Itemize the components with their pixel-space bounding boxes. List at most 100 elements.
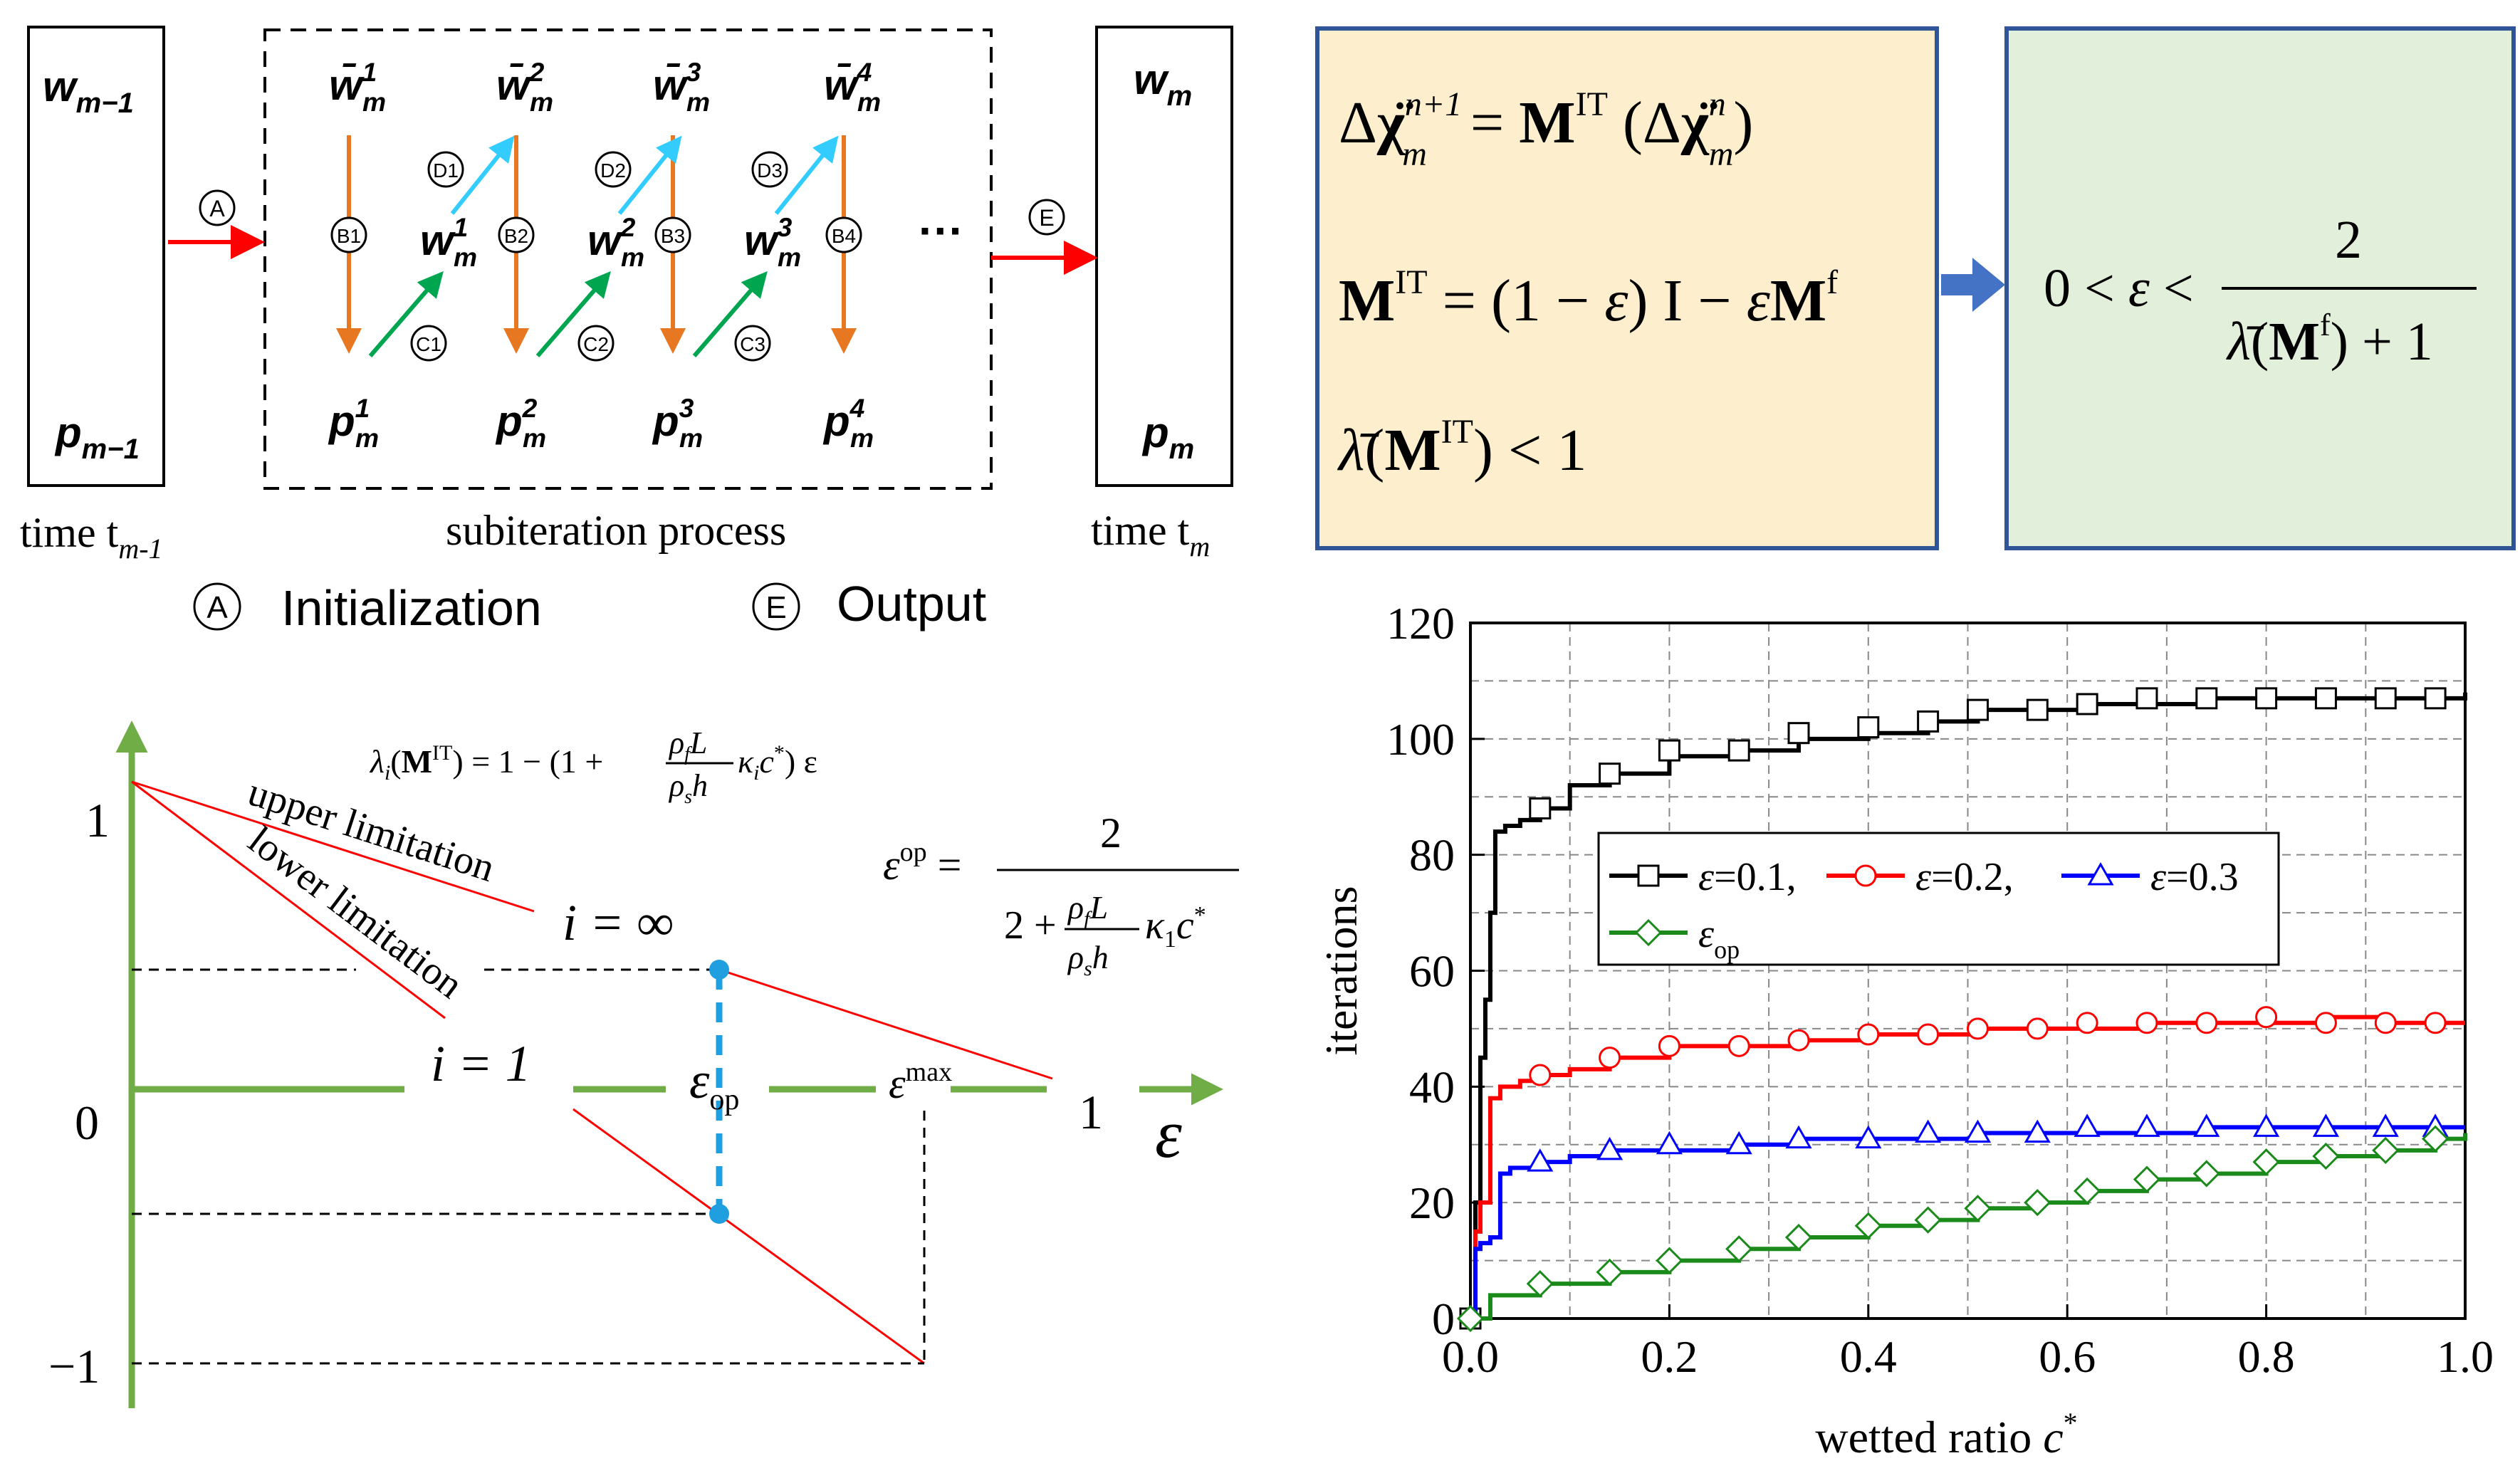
data-point [2424, 1012, 2447, 1034]
marker-e: E [1039, 205, 1054, 231]
b-marker-1: B1 [337, 225, 361, 247]
p-next-label: pm [1141, 409, 1194, 465]
data-point [2133, 1113, 2160, 1137]
x-tick-label: 0.4 [1840, 1331, 1897, 1382]
data-point [2372, 1113, 2399, 1137]
i-inf-label: i = ∞ [563, 894, 674, 951]
x-axis-title: wetted ratio c* [1815, 1407, 2077, 1462]
marker-e-circle [1028, 199, 1065, 236]
chart-legend: ε=0.1, ε=0.2, ε=0.3 εop [1597, 832, 2280, 966]
data-point [2421, 1125, 2450, 1153]
d-marker-circle-3 [751, 151, 788, 188]
x-tick-label: 1.0 [2437, 1331, 2494, 1382]
data-point [2135, 1012, 2158, 1034]
wbar-label-3: w̄3 m [653, 57, 710, 117]
i-inf-line [718, 968, 1053, 1080]
data-point [1857, 1023, 1880, 1046]
data-point [1855, 1125, 1882, 1149]
b-marker-2: B2 [504, 225, 528, 247]
p-label-4: p4 m [822, 393, 874, 453]
data-point [1456, 1304, 1485, 1333]
data-point [1599, 762, 1621, 785]
data-point [1784, 1223, 1813, 1252]
legend-box [1597, 832, 2280, 966]
caption-prev: time tm-1 [20, 509, 163, 565]
lambda-frac-den: ρsh [668, 768, 708, 808]
legend-a-marker: A [206, 590, 228, 625]
lambda-frac-num: ρfL [668, 725, 707, 765]
lambda-formula: λi(MIT) = 1 − (1 + [369, 741, 603, 785]
legend-a-circle [193, 582, 241, 631]
cyan-arrow-2 [617, 135, 682, 215]
c-marker-2: C2 [583, 333, 609, 355]
equation-1: Δχ̈n+1 m = MIT (Δχ̈n m) [1339, 85, 1753, 173]
legend-marker-1 [1854, 864, 1877, 887]
legend-marker-2 [2087, 861, 2114, 886]
d-marker-2: D2 [600, 159, 626, 182]
legend-marker-3 [1634, 918, 1663, 947]
eps-max-label: εmax [889, 1057, 952, 1107]
data-point [2312, 1142, 2340, 1170]
data-point [1529, 1064, 1552, 1086]
legend-marker-0 [1637, 864, 1660, 887]
p-label-1: p1 m [328, 393, 379, 453]
y-tick-label: 100 [1386, 714, 1455, 765]
y-tick-neg1: −1 [48, 1339, 100, 1393]
cyan-arrow-1 [450, 135, 515, 215]
series-0 [1459, 687, 2467, 1330]
series-3 [1456, 1125, 2467, 1333]
data-point [2374, 1012, 2397, 1034]
data-point [2314, 1012, 2337, 1034]
data-point [1725, 1235, 1753, 1263]
data-point [1658, 1034, 1680, 1057]
data-point [2193, 1113, 2220, 1137]
eps-op-label: εop [689, 1052, 739, 1116]
data-point [1915, 1119, 1942, 1143]
data-point [1785, 1125, 1812, 1149]
data-point [2074, 1177, 2101, 1205]
equation-2: MIT = (1 − ε) I − εMf [1339, 263, 1838, 334]
w-label-3: w3 m [744, 212, 801, 272]
eps-op-formula-num: 2 [1100, 809, 1122, 856]
data-point [1727, 739, 1750, 762]
data-point [2076, 1012, 2098, 1034]
data-point [2026, 698, 2049, 721]
data-point [1529, 797, 1552, 820]
data-point [2312, 1113, 2340, 1137]
legend-label-0: ε=0.1, [1698, 855, 1797, 899]
b-marker-3: B3 [661, 225, 685, 247]
y-tick-label: 40 [1409, 1061, 1455, 1112]
eps-op-bottom-dot [709, 1204, 729, 1224]
data-point [2255, 1006, 2278, 1029]
subiteration-panel: wm−1 pm−1 wm pm A E w̄1 m w̄2 m w̄3 m w̄4 m p1 m p… [20, 26, 1233, 636]
data-point [1966, 698, 1989, 721]
data-point [1787, 1029, 1810, 1052]
c-marker-circle-3 [734, 325, 771, 362]
upper-limit-line [131, 780, 535, 913]
data-point [2133, 1165, 2161, 1193]
lower-limit-line [131, 780, 446, 1019]
series-line-0 [1470, 692, 2467, 1321]
legend-e-label: Output [837, 576, 986, 631]
data-point [2076, 693, 2098, 715]
ellipsis: ··· [919, 205, 964, 256]
b-marker-circle-3 [654, 216, 691, 253]
legend-e-circle [752, 582, 800, 631]
data-point [2424, 687, 2447, 710]
eps-op-top-dot [709, 960, 729, 980]
wbar-label-2: w̄2 m [496, 57, 553, 117]
marker-a-circle [199, 189, 236, 226]
b-marker-circle-4 [825, 216, 862, 253]
x-tick-label: 0.6 [2039, 1331, 2096, 1382]
x-axis-label: ε [1155, 1096, 1182, 1172]
data-point [1527, 1148, 1554, 1172]
data-point [2252, 1148, 2280, 1176]
c-marker-1: C1 [416, 333, 441, 355]
x-tick-1: 1 [1079, 1085, 1103, 1139]
y-tick-0: 0 [75, 1096, 99, 1150]
condition-num: 2 [2335, 210, 2362, 270]
data-point [1658, 739, 1680, 762]
data-point [1914, 1206, 1942, 1234]
legend-label-1: ε=0.2, [1915, 855, 2014, 899]
data-point [2374, 687, 2397, 710]
